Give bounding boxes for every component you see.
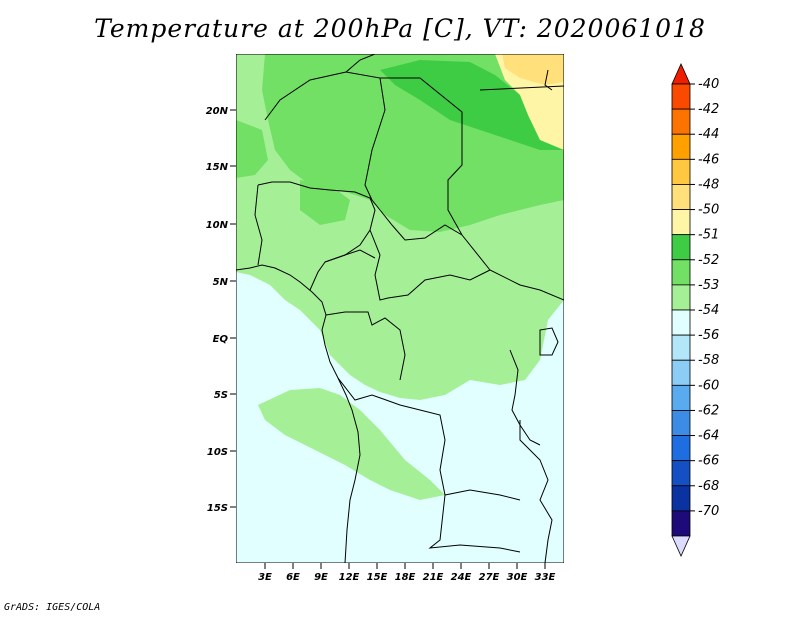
coastlines-borders [236,54,564,563]
temperature-band-52 [236,120,268,178]
border [254,184,263,266]
legend-label: -50 [698,203,719,218]
legend-label: -53 [698,278,719,293]
legend-swatch [671,284,691,311]
lon-tick-label: 3E [258,572,272,583]
lat-tick-label: 10S [207,447,228,458]
lat-tick-label: 15S [207,503,228,514]
border [544,69,553,91]
legend-swatch [671,83,691,110]
legend-label: -52 [698,253,719,268]
legend-swatch [671,209,691,236]
border [325,311,406,381]
legend-label: -58 [698,353,719,368]
legend-swatch [671,510,691,537]
border [337,377,521,501]
border [324,249,376,263]
legend-swatch [671,410,691,436]
lon-tick-label: 30E [507,572,528,583]
border [428,494,521,553]
lon-tick-label: 24E [451,572,472,583]
legend-swatch [671,158,691,185]
legend-swatch [671,384,691,411]
legend-label: -66 [698,454,719,469]
border [479,85,564,91]
lat-tick-label: 15N [206,162,229,173]
legend-swatch [671,108,691,135]
lat-axis: 20N 15N 10N 5N EQ 5S 10S 15S [206,106,236,514]
coastline [236,264,361,563]
border [380,77,564,301]
legend-label: -62 [698,403,719,418]
lon-tick-label: 15E [367,572,388,583]
legend-label: -51 [698,228,719,243]
legend-label: -40 [698,77,719,92]
temperature-band-53 [258,388,445,500]
legend-label: -46 [698,152,719,167]
legend-swatch [671,485,691,512]
legend-swatch [671,133,691,160]
grads-credit: GrADS: IGES/COLA [4,602,101,613]
border [369,229,491,301]
legend-swatch [671,460,691,487]
legend-swatch [671,309,691,336]
lat-tick-label: 10N [206,220,229,231]
lon-tick-label: 18E [395,572,416,583]
lat-tick-label: 5S [214,390,228,401]
legend-swatch [671,435,691,462]
lake [509,349,541,446]
lon-tick-label: 21E [423,572,444,583]
legend-label: -54 [698,303,719,318]
legend-swatch [671,334,691,361]
lon-tick-label: 27E [479,572,500,583]
legend-swatch [671,259,691,286]
legend-label: -68 [698,479,719,494]
temperature-band-49 [502,54,564,85]
lon-tick-label: 12E [339,572,360,583]
lon-tick-label: 9E [314,572,328,583]
map-panel [236,54,564,563]
legend-swatch [671,359,691,386]
lake [539,327,559,356]
border [519,420,553,563]
legend-label: -42 [698,102,719,117]
lon-tick-label: 6E [286,572,300,583]
temperature-band-52 [300,180,350,225]
legend-label: -64 [698,429,719,444]
legend-swatch [671,234,691,261]
legend-label: -60 [698,378,719,393]
legend-label: -44 [698,127,719,142]
map-title: Temperature at 200hPa [C], VT: 202006101… [94,14,706,43]
lon-tick-label: 33E [535,572,556,583]
legend-swatch [671,63,691,85]
legend-swatch [671,184,691,210]
border [379,209,463,241]
legend-swatch [671,535,691,557]
lat-tick-label: EQ [213,334,229,345]
lat-tick-label: 5N [213,277,229,288]
lon-axis: 3E 6E 9E 12E 15E 18E 21E 24E 27E 30E 33E [258,563,556,583]
legend-label: -70 [698,504,719,519]
border [264,54,376,121]
legend-label: -48 [698,177,719,192]
lat-tick-label: 20N [206,106,229,117]
legend-label: -56 [698,328,719,343]
color-legend: -40 -42 -44 -46 -48 -50 -51 -52 -53 -54 -56 -58 -60 -… [671,63,719,557]
